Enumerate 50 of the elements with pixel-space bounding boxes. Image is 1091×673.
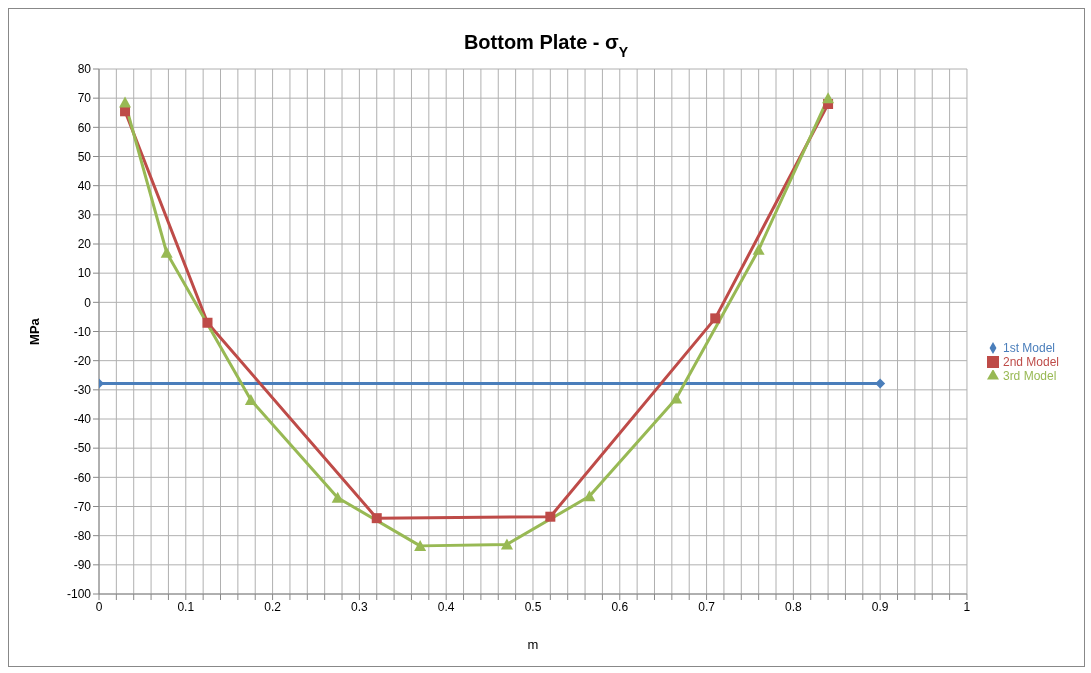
x-tick-label: 0.3 [351,599,369,614]
y-tick-label: -10 [73,324,92,339]
chart-title: Bottom Plate - σ$_{Y}$ [463,31,629,60]
x-tick-label: 0 [95,599,103,614]
y-tick-label: -20 [73,353,92,368]
point [202,317,213,328]
point [670,392,683,404]
y-tick-label: -90 [73,558,92,573]
y-tick-label: 70 [77,91,92,106]
y-tick-label: 60 [77,120,92,135]
y-tick-label: -30 [73,383,92,398]
legend-label: 2nd Model [1002,354,1059,369]
y-tick-label: -40 [73,412,92,427]
x-tick-label: 0.4 [437,599,455,614]
point [160,246,173,258]
point [752,243,765,255]
legend-label: 1st Model [1002,340,1055,355]
point [414,539,427,551]
y-tick-label: -60 [73,470,92,485]
point [545,511,556,522]
y-tick-label: 40 [77,178,92,193]
point [244,394,257,406]
point [710,313,721,324]
y-tick-label: 10 [77,266,92,281]
point [119,96,132,108]
y-tick-label: 30 [77,208,92,223]
point [331,491,344,503]
point [371,513,382,524]
x-tick-label: 0.7 [698,599,716,614]
y-tick-label: -80 [73,528,92,543]
y-tick-label: 50 [77,149,92,164]
y-tick-label: 0 [84,295,92,310]
point [822,92,835,104]
x-tick-label: 0.1 [177,599,195,614]
x-tick-label: 0.6 [611,599,629,614]
y-tick-label: -70 [73,499,92,514]
x-tick-label: 0.8 [785,599,803,614]
x-tick-label: 0.2 [264,599,282,614]
y-axis-title: MPa [26,317,42,345]
y-tick-label: -100 [66,587,92,602]
x-tick-label: 0.9 [871,599,889,614]
x-tick-label: 0.5 [524,599,542,614]
y-tick-label: 20 [77,237,92,252]
point [500,538,513,550]
x-tick-label: 1 [963,599,971,614]
legend-label: 3rd Model [1002,368,1057,383]
y-tick-label: -50 [73,441,92,456]
point [583,490,596,502]
x-axis-title: m [527,637,539,652]
y-tick-label: 80 [77,62,92,77]
